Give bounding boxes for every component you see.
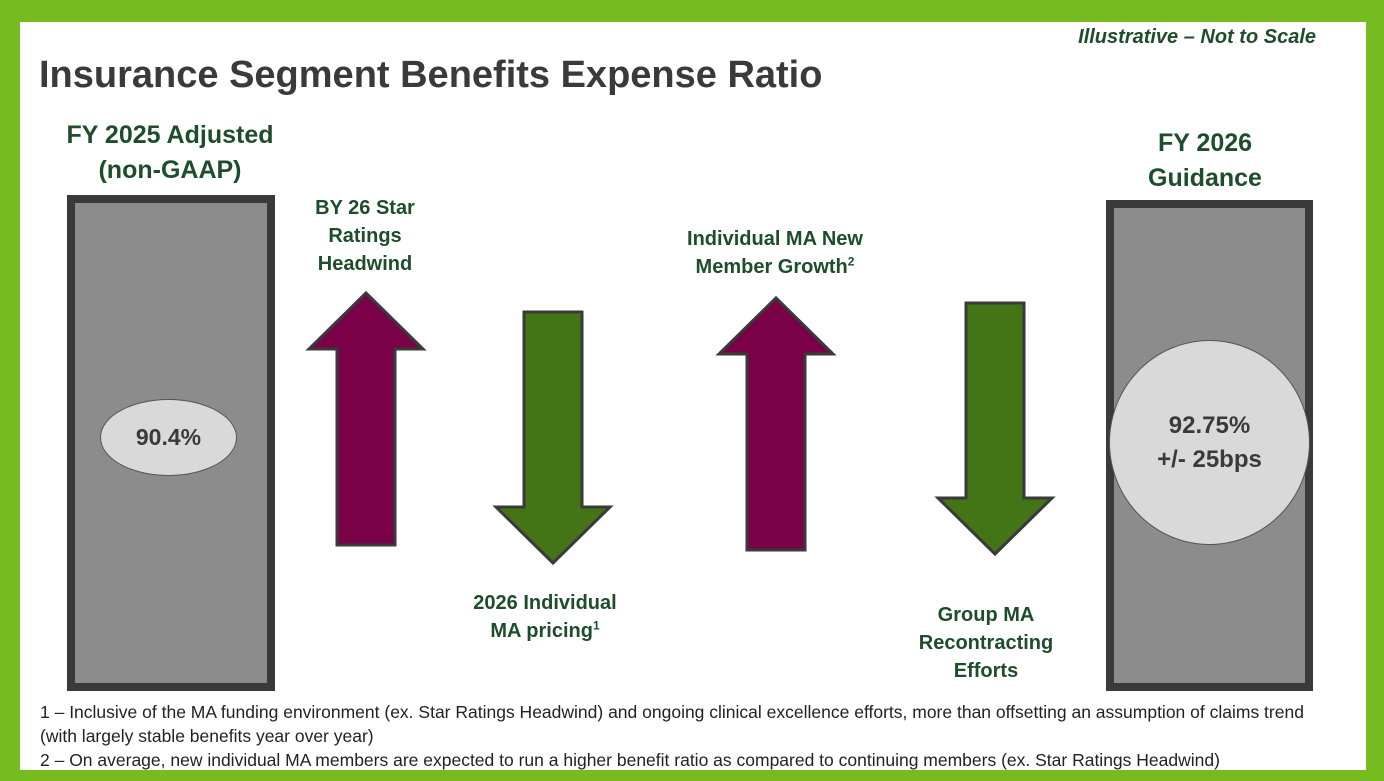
start-heading-line1: FY 2025 Adjusted: [66, 121, 274, 149]
footnote-1: 1 – Inclusive of the MA funding environm…: [40, 702, 1304, 746]
start-heading: FY 2025 Adjusted (non-GAAP): [40, 118, 300, 188]
driver-label-member-growth: Individual MA New Member Growth2: [687, 228, 863, 278]
up-arrow-star-ratings-shape: [305, 290, 427, 547]
disclaimer: Illustrative – Not to Scale: [1078, 26, 1316, 48]
start-value-ellipse: 90.4%: [100, 399, 237, 476]
driver-label-ma-pricing: 2026 Individual MA pricing1: [473, 592, 617, 642]
slide: Illustrative – Not to Scale Insurance Se…: [20, 22, 1366, 770]
down-arrow-ma-pricing-shape: [492, 310, 614, 566]
end-value-circle: 92.75% +/- 25bps: [1109, 340, 1310, 545]
footnote-2: 2 – On average, new individual MA member…: [40, 750, 1220, 770]
end-value-line1: 92.75%: [1168, 411, 1251, 439]
end-value-line2: +/- 25bps: [1157, 445, 1262, 473]
up-arrow-star-ratings: [305, 290, 427, 547]
end-heading-line1: FY 2026: [1157, 129, 1253, 157]
up-arrow-member-growth-shape: [715, 295, 837, 552]
start-value: 90.4%: [135, 424, 202, 450]
up-arrow-member-growth: [715, 295, 837, 552]
end-heading: FY 2026 Guidance: [1105, 126, 1305, 196]
driver-label-star-ratings: BY 26 Star Ratings Headwind: [315, 197, 415, 275]
down-arrow-group-ma: [934, 301, 1056, 557]
driver-label-group-ma: Group MA Recontracting Efforts: [918, 604, 1054, 682]
end-heading-line2: Guidance: [1148, 164, 1262, 192]
page-title: Insurance Segment Benefits Expense Ratio: [39, 54, 823, 96]
down-arrow-ma-pricing: [492, 310, 614, 566]
down-arrow-group-ma-shape: [934, 301, 1056, 557]
start-heading-line2: (non-GAAP): [98, 156, 242, 184]
